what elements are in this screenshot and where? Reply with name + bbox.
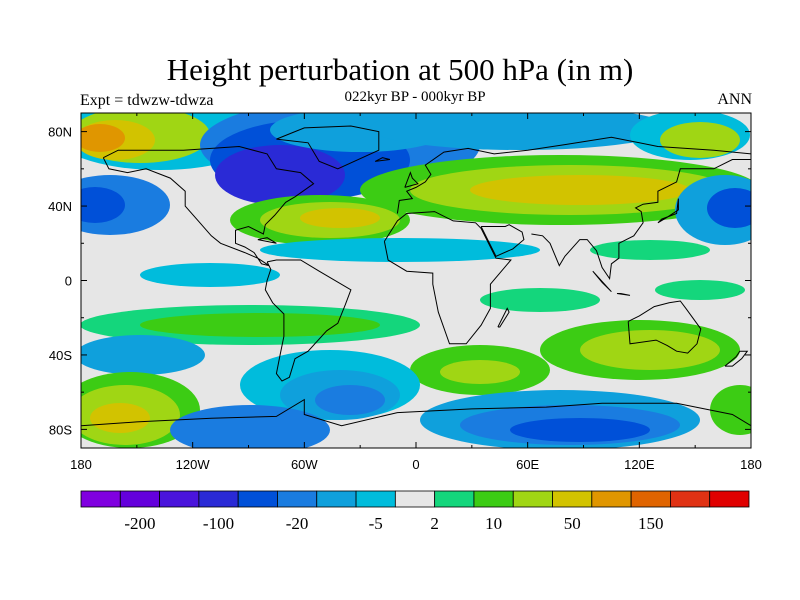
map-field [81, 113, 751, 448]
field-region [140, 263, 280, 287]
field-region [370, 113, 670, 150]
colorbar-box [434, 490, 475, 508]
colorbar-tick-label: 2 [430, 514, 439, 533]
coastline-segment [480, 224, 525, 257]
lon-tick-label: 180 [740, 457, 762, 472]
coastline-segment [81, 398, 751, 427]
coastline-segment [657, 198, 679, 224]
coastline-segment [396, 136, 751, 214]
period-label: 022kyr BP - 000kyr BP [344, 89, 486, 105]
field-region [81, 335, 205, 375]
coastline-segment [531, 159, 751, 280]
colorbar-labels: -200 -100 -20 -5 2 10 50 150 [124, 514, 663, 533]
coastline-segment [383, 211, 512, 345]
coastline-segment [497, 307, 510, 328]
field-region [81, 187, 125, 223]
colorbar-tick-label: 150 [638, 514, 664, 533]
experiment-label: Expt = tdwzw-tdwza [80, 92, 214, 109]
lat-tick-label: 40S [49, 348, 72, 363]
field-region [315, 385, 385, 415]
coastline-segment [627, 300, 702, 354]
colorbar-tick-label: -100 [203, 514, 234, 533]
lat-tick-label: 80S [49, 422, 72, 437]
colorbar-tick-label: -5 [369, 514, 383, 533]
lat-tick-label: 0 [65, 274, 72, 289]
field-region [480, 288, 600, 312]
coastline-segment [264, 259, 352, 382]
latitude-axis: 80N 40N 0 40S 80S [48, 125, 751, 437]
field-region [707, 188, 751, 228]
lon-tick-label: 180 [70, 457, 92, 472]
coastline-segment [616, 293, 631, 296]
season-label: ANN [717, 91, 752, 108]
colorbar [80, 490, 750, 508]
colorbar-box [630, 490, 671, 508]
colorbar-box [512, 490, 553, 508]
coastline-segment [724, 350, 749, 367]
coastline-segment [276, 125, 380, 170]
colorbar-box [316, 490, 357, 508]
field-region [260, 238, 540, 262]
colorbar-box [159, 490, 200, 508]
colorbar-box [394, 490, 436, 508]
field-region [470, 175, 690, 205]
colorbar-box [709, 490, 750, 508]
colorbar-tick-label: 50 [564, 514, 581, 533]
lon-tick-label: 60E [516, 457, 539, 472]
lat-tick-label: 80N [48, 125, 72, 140]
colorbar-box [119, 490, 160, 508]
colorbar-box [80, 490, 121, 508]
field-region [510, 418, 650, 442]
colorbar-box [552, 490, 593, 508]
lon-tick-label: 60W [291, 457, 318, 472]
field-region [215, 145, 345, 205]
longitude-axis: 180 120W 60W 0 60E 120E 180 [70, 113, 762, 472]
field-region [140, 313, 380, 337]
field-region [590, 240, 710, 260]
lon-tick-label: 120E [624, 457, 655, 472]
coastline-segment [102, 145, 315, 267]
field-region [170, 405, 330, 448]
colorbar-box [277, 490, 318, 508]
colorbar-tick-label: -20 [286, 514, 309, 533]
colorbar-tick-label: 10 [485, 514, 502, 533]
colorbar-box [355, 490, 396, 508]
field-region [660, 122, 740, 158]
field-region [90, 403, 150, 433]
field-region [300, 208, 380, 228]
field-region [580, 330, 720, 370]
field-region [710, 385, 751, 435]
colorbar-box [237, 490, 278, 508]
field-region [655, 280, 745, 300]
coastline-segment [592, 270, 612, 293]
coastline-segment [374, 157, 391, 162]
colorbar-tick-label: -200 [124, 514, 155, 533]
coastline-segment [404, 171, 419, 188]
coastlines [81, 125, 751, 427]
colorbar-box [591, 490, 632, 508]
colorbar-box [473, 490, 514, 508]
field-region [81, 124, 125, 152]
coastline-segment [257, 237, 277, 244]
lat-tick-label: 40N [48, 199, 72, 214]
field-region [440, 360, 520, 384]
colorbar-box [198, 490, 239, 508]
plot-title: Height perturbation at 500 hPa (in m) [166, 52, 634, 87]
lon-tick-label: 0 [412, 457, 419, 472]
lon-tick-label: 120W [176, 457, 211, 472]
colorbar-box [670, 490, 711, 508]
